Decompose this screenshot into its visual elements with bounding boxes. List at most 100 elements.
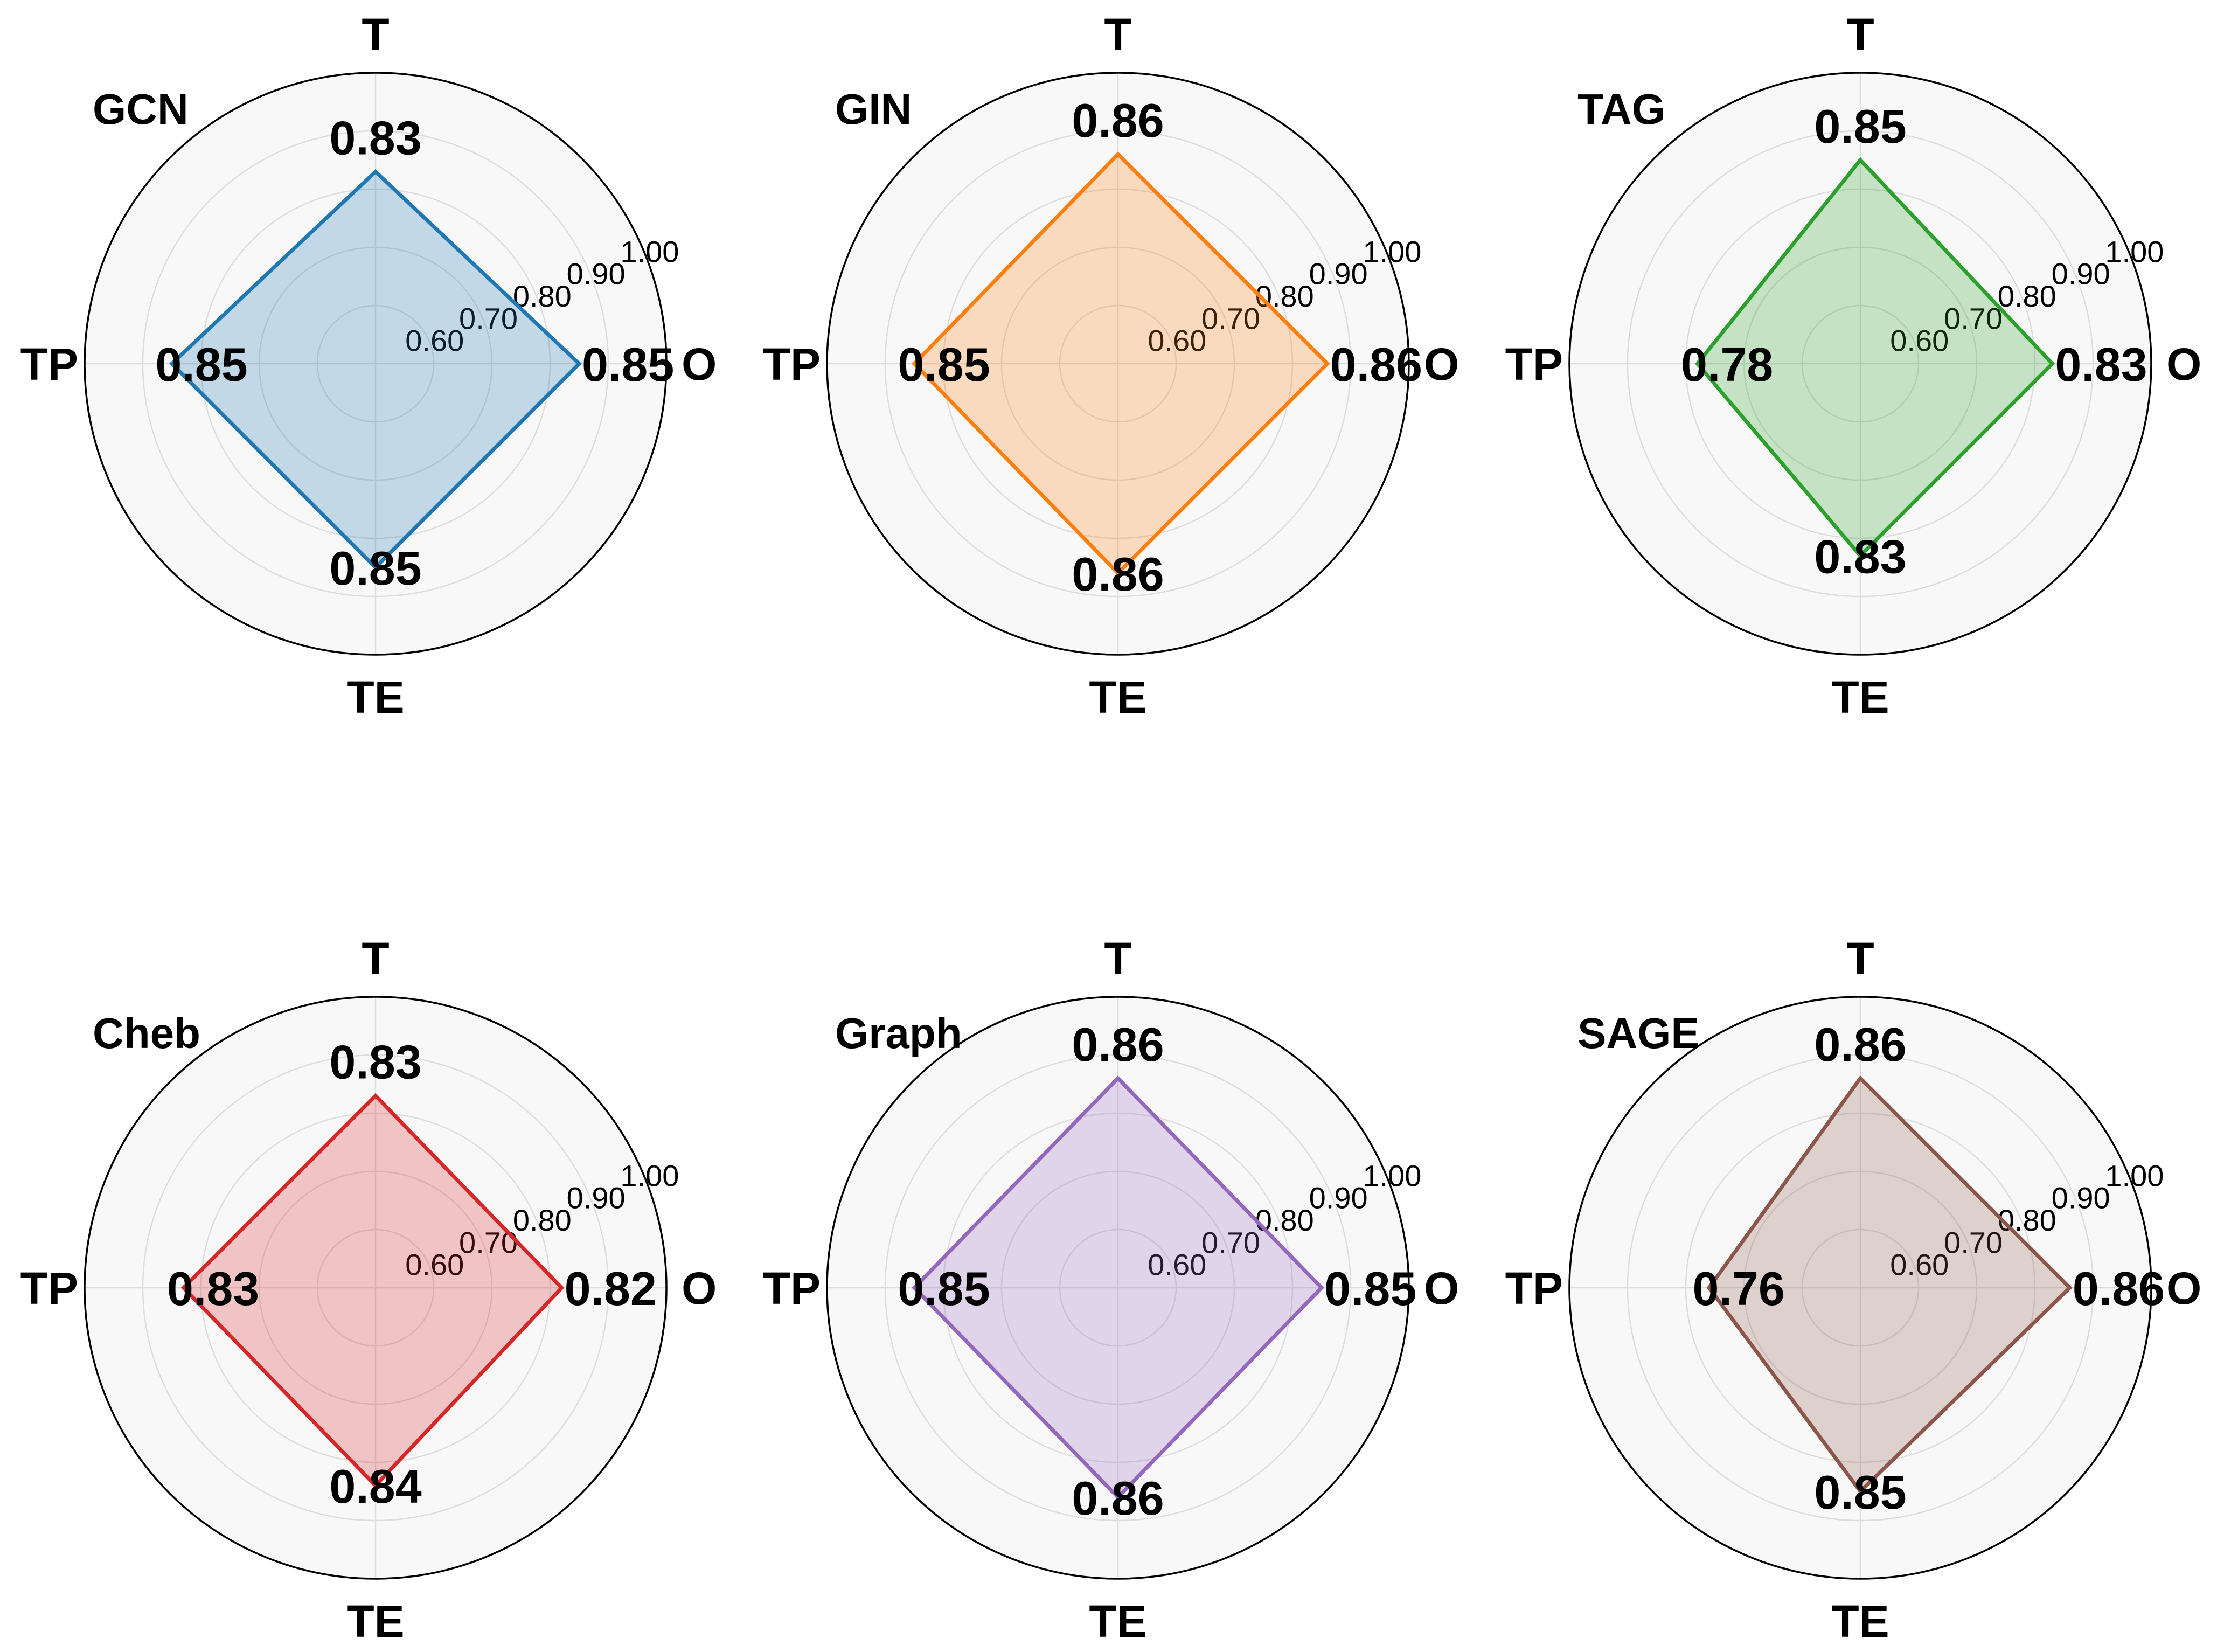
axis-label-t: T [1846, 9, 1874, 60]
radial-tick-label: 0.80 [513, 1203, 572, 1237]
radar-panel-gcn: 0.600.700.800.901.000.850.830.850.85OTTP… [20, 9, 717, 723]
radial-tick-label: 0.90 [2052, 257, 2110, 291]
data-polygon [169, 169, 582, 570]
axis-label-t: T [1104, 9, 1131, 60]
value-label-t: 0.83 [329, 112, 421, 165]
panel-title: Cheb [93, 1009, 200, 1057]
panel-title: Graph [835, 1009, 962, 1057]
polar-frame [84, 72, 668, 656]
radial-tick-label: 1.00 [2105, 234, 2164, 268]
value-label-te: 0.86 [1072, 1471, 1164, 1525]
value-label-t: 0.83 [329, 1036, 421, 1089]
polar-frame [84, 996, 668, 1580]
radial-tick-label: 0.80 [513, 279, 572, 313]
radial-tick-label: 0.80 [1255, 279, 1314, 313]
axis-label-tp: TP [20, 339, 78, 390]
value-label-t: 0.86 [1072, 94, 1164, 147]
value-label-o: 0.82 [565, 1262, 657, 1315]
radar-panel-graph: 0.600.700.800.901.000.850.860.850.86OTTP… [763, 933, 1460, 1647]
value-label-te: 0.85 [329, 542, 421, 595]
axis-label-o: O [2166, 339, 2201, 390]
axis-label-o: O [1424, 339, 1459, 390]
axis-label-tp: TP [763, 1263, 821, 1314]
polar-frame [1568, 72, 2152, 656]
radial-tick-label: 0.60 [1890, 324, 1949, 358]
radial-tick-label: 1.00 [620, 234, 679, 268]
radar-panel-cheb: 0.600.700.800.901.000.820.830.830.84OTTP… [20, 933, 717, 1647]
value-label-te: 0.86 [1072, 547, 1164, 601]
value-label-o: 0.85 [582, 338, 674, 391]
data-polygon [912, 151, 1330, 576]
radial-tick-label: 1.00 [1363, 1158, 1421, 1192]
axis-label-t: T [362, 9, 389, 60]
value-label-o: 0.86 [2073, 1262, 2165, 1315]
value-label-tp: 0.76 [1693, 1262, 1785, 1315]
radial-tick-label: 0.90 [567, 257, 626, 291]
panel-title: TAG [1577, 85, 1665, 133]
radial-tick-label: 0.60 [405, 1248, 464, 1282]
axis-label-o: O [1424, 1263, 1459, 1314]
value-label-o: 0.85 [1324, 1262, 1416, 1315]
value-label-t: 0.85 [1814, 100, 1906, 153]
radial-tick-label: 0.70 [1944, 1225, 2003, 1259]
value-label-te: 0.84 [329, 1460, 421, 1513]
panel-title: GIN [835, 85, 912, 133]
axis-label-t: T [1104, 933, 1131, 984]
radial-tick-label: 1.00 [2105, 1158, 2164, 1192]
value-label-te: 0.85 [1814, 1466, 1906, 1519]
radial-tick-label: 0.80 [1998, 1203, 2056, 1237]
axis-label-tp: TP [1505, 1263, 1563, 1314]
axis-label-o: O [682, 1263, 717, 1314]
axis-label-te: TE [1089, 672, 1146, 723]
value-label-tp: 0.85 [898, 338, 990, 391]
radial-tick-label: 0.60 [405, 324, 464, 358]
value-label-tp: 0.78 [1681, 338, 1773, 391]
value-label-o: 0.86 [1330, 338, 1422, 391]
axis-label-tp: TP [763, 339, 821, 390]
data-polygon [1706, 1075, 2073, 1495]
data-polygon [1695, 157, 2055, 559]
radial-tick-label: 0.70 [459, 301, 518, 335]
radial-tick-label: 0.90 [2052, 1181, 2110, 1215]
radial-tick-label: 0.60 [1148, 1248, 1206, 1282]
axis-label-te: TE [346, 672, 404, 723]
polar-frame [826, 996, 1410, 1580]
axis-label-tp: TP [1505, 339, 1563, 390]
value-label-o: 0.83 [2055, 338, 2147, 391]
value-label-tp: 0.85 [155, 338, 247, 391]
axis-label-o: O [682, 339, 717, 390]
axis-label-te: TE [1831, 672, 1889, 723]
radar-panel-gin: 0.600.700.800.901.000.860.860.850.86OTTP… [763, 9, 1460, 723]
radial-tick-label: 0.60 [1890, 1248, 1949, 1282]
radar-panel-tag: 0.600.700.800.901.00 0.83 0.85 0.78 0.83 O T TP… [1505, 9, 2202, 723]
radial-tick-label: 0.80 [1998, 279, 2056, 313]
radar-panel-sage: 0.600.700.800.901.00 0.86 0.86 0.76 0.85 O T TP… [1505, 933, 2202, 1647]
radial-tick-label: 0.90 [1309, 1181, 1368, 1215]
value-label-t: 0.86 [1072, 1018, 1164, 1071]
value-label-t: 0.86 [1814, 1018, 1906, 1071]
axis-label-t: T [1846, 933, 1874, 984]
polar-frame [826, 72, 1410, 656]
data-polygon [912, 1075, 1324, 1500]
radial-tick-label: 0.70 [1201, 1225, 1260, 1259]
radial-tick-label: 0.70 [1944, 301, 2003, 335]
panel-title: SAGE [1577, 1009, 1700, 1057]
radial-tick-label: 0.90 [1309, 257, 1368, 291]
value-label-tp: 0.83 [167, 1262, 259, 1315]
value-label-tp: 0.85 [898, 1262, 990, 1315]
axis-label-t: T [362, 933, 389, 984]
axis-label-te: TE [346, 1596, 404, 1647]
data-polygon [180, 1093, 565, 1489]
radial-tick-label: 1.00 [1363, 234, 1421, 268]
panel-title: GCN [93, 85, 189, 133]
axis-label-tp: TP [20, 1263, 78, 1314]
radial-tick-label: 0.70 [1201, 301, 1260, 335]
axis-label-o: O [2166, 1263, 2201, 1314]
radial-tick-label: 0.60 [1148, 324, 1206, 358]
radial-tick-label: 0.90 [567, 1181, 626, 1215]
axis-label-te: TE [1831, 1596, 1889, 1647]
axis-label-te: TE [1089, 1596, 1146, 1647]
polar-frame [1568, 996, 2152, 1580]
radial-tick-label: 1.00 [620, 1158, 679, 1192]
